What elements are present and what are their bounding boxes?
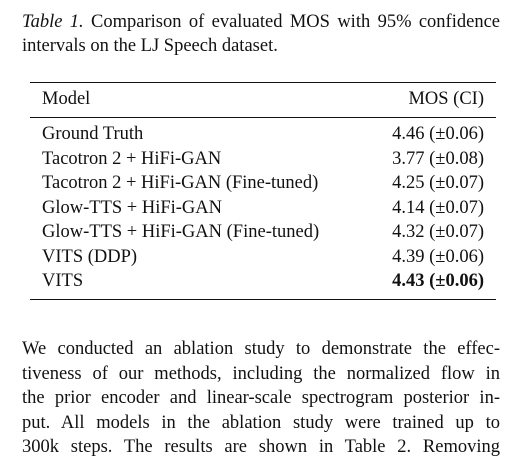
row-mos: 4.25 (±0.07): [392, 173, 484, 193]
row-model: Tacotron 2 + HiFi-GAN: [42, 148, 222, 169]
body-line: tiveness of our methods, including the n…: [22, 363, 500, 384]
table-row: Tacotron 2 + HiFi-GAN 3.77 (±0.08): [30, 147, 496, 172]
table-row-best: VITS 4.43 (±0.06): [30, 269, 496, 300]
row-mos: 4.39 (±0.06): [392, 246, 484, 267]
table-row: Ground Truth 4.46 (±0.06): [30, 118, 496, 147]
table-body: Ground Truth 4.46 (±0.06) Tacotron 2 + H…: [30, 118, 496, 300]
body-line: 300k steps. The results are shown in Tab…: [22, 437, 500, 457]
body-line: the prior encoder and linear-scale spect…: [22, 388, 500, 408]
table-caption-text: Comparison of evaluated MOS with 95% con…: [22, 12, 500, 56]
table-row: Tacotron 2 + HiFi-GAN (Fine-tuned) 4.25 …: [30, 171, 496, 196]
table-header-row: Model MOS (CI): [30, 82, 496, 118]
body-line: put. All models in the ablation study we…: [22, 412, 500, 433]
mos-table: Model MOS (CI) Ground Truth 4.46 (±0.06)…: [30, 82, 496, 300]
body-paragraph: We conducted an ablation study to demons…: [22, 337, 500, 460]
body-line: We conducted an ablation study to demons…: [22, 339, 500, 359]
table-caption-label: Table 1.: [22, 12, 84, 32]
table-row: Glow-TTS + HiFi-GAN (Fine-tuned) 4.32 (±…: [30, 220, 496, 245]
mos-table-wrapper: Model MOS (CI) Ground Truth 4.46 (±0.06)…: [30, 82, 496, 300]
row-model: VITS: [30, 269, 367, 300]
table-caption: Table 1. Comparison of evaluated MOS wit…: [22, 10, 500, 58]
table-row: VITS (DDP) 4.39 (±0.06): [30, 245, 496, 270]
table-row: Glow-TTS + HiFi-GAN 4.14 (±0.07): [30, 196, 496, 221]
row-mos: 4.32 (±0.07): [392, 222, 484, 242]
row-mos: 3.77 (±0.08): [392, 148, 484, 169]
row-model: Ground Truth: [42, 124, 144, 144]
header-model: Model: [30, 82, 367, 118]
row-model: Glow-TTS + HiFi-GAN (Fine-tuned): [42, 222, 320, 242]
row-mos: 4.14 (±0.07): [392, 197, 484, 218]
row-model: Tacotron 2 + HiFi-GAN (Fine-tuned): [42, 173, 319, 193]
row-mos-best: 4.43 (±0.06): [366, 269, 496, 300]
row-model: VITS (DDP): [42, 246, 138, 267]
header-mos: MOS (CI): [366, 82, 496, 118]
row-model: Glow-TTS + HiFi-GAN: [42, 197, 223, 218]
row-mos: 4.46 (±0.06): [392, 124, 484, 144]
